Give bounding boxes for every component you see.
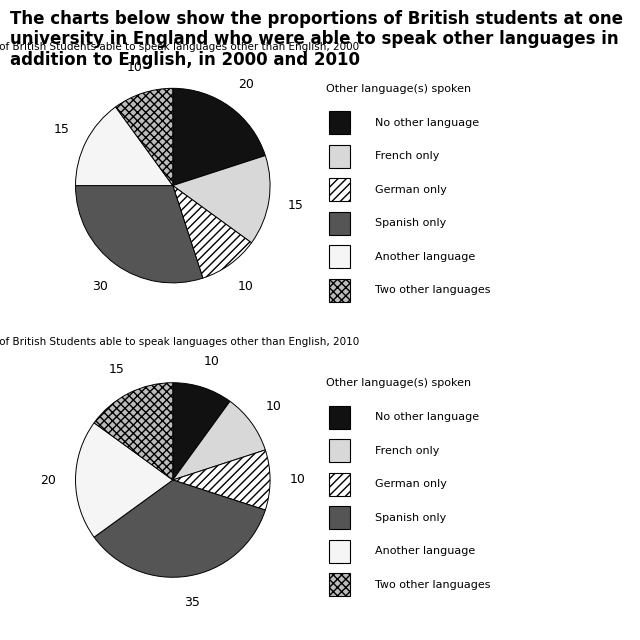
Wedge shape bbox=[94, 383, 173, 480]
Bar bbox=[330, 406, 351, 429]
Text: 20: 20 bbox=[40, 474, 56, 486]
Text: 10: 10 bbox=[204, 355, 220, 368]
Wedge shape bbox=[173, 88, 266, 186]
Text: Spanish only: Spanish only bbox=[374, 513, 446, 523]
Text: 10: 10 bbox=[238, 280, 254, 293]
Text: 35: 35 bbox=[184, 596, 200, 609]
Wedge shape bbox=[173, 156, 270, 243]
Text: Two other languages: Two other languages bbox=[374, 580, 490, 590]
Bar bbox=[330, 439, 351, 462]
Bar bbox=[330, 506, 351, 529]
Wedge shape bbox=[94, 480, 266, 577]
Text: The charts below show the proportions of British students at one
university in E: The charts below show the proportions of… bbox=[10, 10, 623, 69]
Bar bbox=[330, 145, 351, 168]
Bar bbox=[330, 212, 351, 235]
Bar bbox=[330, 179, 351, 202]
Text: 15: 15 bbox=[54, 123, 70, 136]
Wedge shape bbox=[173, 401, 266, 480]
Text: Other language(s) spoken: Other language(s) spoken bbox=[326, 378, 472, 388]
Bar bbox=[330, 245, 351, 268]
Text: 10: 10 bbox=[126, 61, 142, 74]
Text: German only: German only bbox=[374, 479, 447, 490]
Text: 20: 20 bbox=[238, 78, 254, 92]
Text: Two other languages: Two other languages bbox=[374, 285, 490, 296]
Bar bbox=[330, 573, 351, 596]
Text: 15: 15 bbox=[108, 362, 124, 376]
Wedge shape bbox=[76, 107, 173, 186]
Title: % of British Students able to speak languages other than English, 2000: % of British Students able to speak lang… bbox=[0, 42, 360, 52]
Wedge shape bbox=[76, 423, 173, 537]
Wedge shape bbox=[173, 450, 270, 510]
Text: 10: 10 bbox=[289, 474, 305, 486]
Bar bbox=[330, 473, 351, 496]
Text: German only: German only bbox=[374, 185, 447, 195]
Text: 15: 15 bbox=[288, 198, 304, 212]
Text: No other language: No other language bbox=[374, 118, 479, 128]
Bar bbox=[330, 540, 351, 563]
Wedge shape bbox=[116, 88, 173, 186]
Wedge shape bbox=[76, 186, 203, 283]
Text: No other language: No other language bbox=[374, 412, 479, 422]
Text: Another language: Another language bbox=[374, 252, 475, 262]
Text: Spanish only: Spanish only bbox=[374, 218, 446, 228]
Text: 30: 30 bbox=[92, 280, 108, 293]
Wedge shape bbox=[173, 186, 252, 278]
Text: French only: French only bbox=[374, 152, 439, 161]
Title: % of British Students able to speak languages other than English, 2010: % of British Students able to speak lang… bbox=[0, 337, 360, 346]
Text: French only: French only bbox=[374, 446, 439, 456]
Bar bbox=[330, 111, 351, 134]
Bar bbox=[330, 279, 351, 302]
Text: Another language: Another language bbox=[374, 547, 475, 556]
Text: 10: 10 bbox=[266, 400, 282, 413]
Wedge shape bbox=[173, 383, 230, 480]
Text: Other language(s) spoken: Other language(s) spoken bbox=[326, 84, 472, 93]
